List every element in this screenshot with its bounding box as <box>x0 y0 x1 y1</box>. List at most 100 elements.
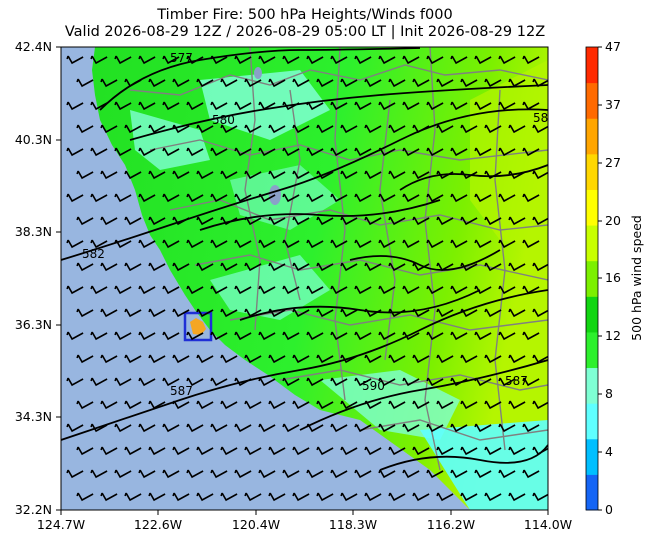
wind-barb <box>282 55 300 65</box>
lon-tick-label: 120.4W <box>232 517 280 532</box>
wind-barb <box>306 193 324 203</box>
wind-barb <box>244 124 262 134</box>
wind-barb <box>484 78 502 88</box>
plot-frame <box>60 46 549 511</box>
wind-barb <box>292 124 310 134</box>
wind-barb <box>268 216 286 226</box>
wind-barb <box>186 55 204 65</box>
wind-barb <box>210 377 228 387</box>
wind-barb <box>388 354 406 364</box>
wind-barb <box>340 262 358 272</box>
wind-barb <box>148 354 166 364</box>
lon-tick-label: 122.6W <box>134 517 182 532</box>
wind-barb <box>364 492 382 502</box>
wind-barb <box>234 193 252 203</box>
wind-barb <box>436 216 454 226</box>
wind-barb <box>186 469 204 479</box>
wind-barb <box>258 285 276 295</box>
wind-barb <box>210 423 228 433</box>
wind-barb <box>114 285 132 295</box>
wind-barb <box>90 101 108 111</box>
wind-barb <box>138 55 156 65</box>
lat-tick-label: 38.3N <box>15 224 52 239</box>
wind-barb <box>66 469 84 479</box>
wind-barb <box>498 101 516 111</box>
wind-barb <box>388 446 406 456</box>
wind-barb <box>258 193 276 203</box>
wind-barb <box>138 193 156 203</box>
wind-barb <box>76 78 94 88</box>
wind-barb <box>292 170 310 180</box>
wind-barb <box>186 331 204 341</box>
wind-barb <box>450 377 468 387</box>
wind-barb <box>412 262 430 272</box>
wind-barb <box>186 285 204 295</box>
wind-barb <box>114 377 132 387</box>
wind-barb <box>450 239 468 249</box>
wind-barb <box>172 492 190 502</box>
lon-tick-label: 124.7W <box>37 517 85 532</box>
wind-barb <box>508 446 526 456</box>
contour-label: 580 <box>212 113 235 127</box>
wind-barb <box>220 170 238 180</box>
wind-barb <box>292 446 310 456</box>
wind-barb <box>532 170 548 180</box>
wind-barb <box>100 262 118 272</box>
wind-barb <box>234 55 252 65</box>
wind-barb <box>522 147 540 157</box>
wind-barb <box>412 124 430 134</box>
wind-barb <box>66 147 84 157</box>
wind-barb <box>220 446 238 456</box>
wind-barb <box>426 239 444 249</box>
wind-barb <box>508 308 526 318</box>
wind-barb <box>436 492 454 502</box>
wind-barb <box>220 216 238 226</box>
wind-barb <box>330 147 348 157</box>
wind-barb <box>460 216 478 226</box>
wind-barb <box>244 446 262 456</box>
wind-barb <box>268 124 286 134</box>
wind-barb <box>124 124 142 134</box>
wind-barb <box>474 377 492 387</box>
wind-barb <box>268 170 286 180</box>
wind-barb <box>364 400 382 410</box>
wind-barb <box>388 262 406 272</box>
wind-barb <box>402 55 420 65</box>
wind-barb <box>172 308 190 318</box>
wind-barb <box>258 147 276 157</box>
wind-barb <box>306 55 324 65</box>
wind-barb <box>76 446 94 456</box>
wind-barb <box>186 423 204 433</box>
wind-barb <box>426 331 444 341</box>
wind-barb <box>474 193 492 203</box>
wind-barb <box>532 78 548 88</box>
wind-barb <box>268 308 286 318</box>
colorbar-tick-label: 12 <box>605 328 621 343</box>
contour-label: 587 <box>505 374 528 388</box>
wind-barb <box>196 78 214 88</box>
wind-barb <box>114 239 132 249</box>
wind-barb <box>162 193 180 203</box>
colorbar-title: 500 hPa wind speed <box>629 215 644 341</box>
wind-barb <box>484 216 502 226</box>
wind-barb <box>258 331 276 341</box>
wind-barb <box>364 124 382 134</box>
wind-barb <box>124 492 142 502</box>
wind-barb <box>508 170 526 180</box>
wind-barb <box>340 446 358 456</box>
wind-barb <box>532 446 548 456</box>
wind-barb <box>220 354 238 364</box>
wind-barb <box>354 55 372 65</box>
wind-barb <box>340 354 358 364</box>
wind-barb <box>148 308 166 318</box>
wind-barb <box>306 285 324 295</box>
wind-barb <box>162 377 180 387</box>
colorbar <box>586 47 598 511</box>
wind-barb <box>508 400 526 410</box>
wind-barb <box>402 377 420 387</box>
wind-barb <box>364 170 382 180</box>
wind-barb <box>66 239 84 249</box>
wind-barb <box>196 446 214 456</box>
wind-barb <box>426 423 444 433</box>
wind-barb <box>388 78 406 88</box>
